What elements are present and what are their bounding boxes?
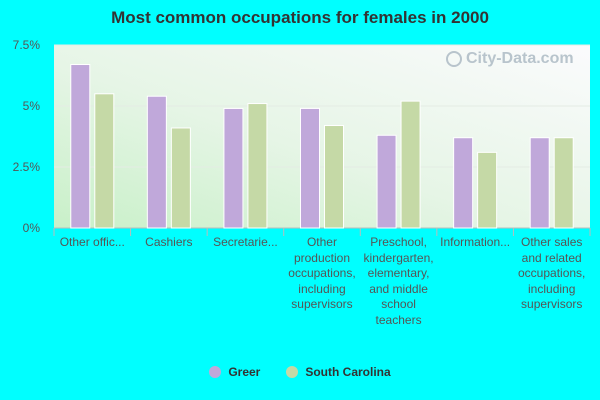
y-tick-label: 5% xyxy=(23,99,41,113)
bar-south-carolina-5 xyxy=(477,151,498,229)
y-tick-label: 2.5% xyxy=(13,160,41,174)
x-tick-label: Other offic... xyxy=(59,235,125,249)
x-tick-label: Other sales and related occupations, inc… xyxy=(518,235,586,311)
bar-greer-4 xyxy=(376,134,397,229)
x-tick-label: Information... xyxy=(440,235,511,249)
bar-south-carolina-6 xyxy=(553,137,574,229)
y-axis: 0% 2.5% 5% 7.5% xyxy=(13,38,41,235)
bar-greer-1 xyxy=(146,95,167,229)
legend-item-greer: Greer xyxy=(209,365,260,379)
legend: Greer South Carolina xyxy=(0,365,600,379)
legend-item-south-carolina: South Carolina xyxy=(286,365,391,379)
bar-greer-3 xyxy=(300,107,320,229)
bar-south-carolina-3 xyxy=(324,125,344,229)
bar-greer-2 xyxy=(223,107,244,229)
y-tick-label: 0% xyxy=(23,221,41,235)
bars xyxy=(70,64,574,229)
bar-south-carolina-1 xyxy=(170,127,191,229)
category-separators xyxy=(53,228,591,236)
watermark: City-Data.com xyxy=(446,50,574,68)
bar-south-carolina-4 xyxy=(400,100,421,229)
x-tick-label: Other production occupations, including … xyxy=(288,235,356,311)
legend-swatch xyxy=(286,366,299,378)
bar-greer-6 xyxy=(529,137,550,229)
legend-label: South Carolina xyxy=(305,365,391,379)
gridlines xyxy=(54,44,590,229)
watermark-text: City-Data.com xyxy=(466,50,574,67)
legend-swatch xyxy=(209,366,222,378)
legend-label: Greer xyxy=(228,365,261,379)
bar-south-carolina-2 xyxy=(247,103,268,229)
x-tick-label: Preschool, kindergarten, elementary, and… xyxy=(363,235,434,327)
x-tick-label: Cashiers xyxy=(145,235,193,249)
search-icon xyxy=(446,51,462,67)
y-tick-label: 7.5% xyxy=(13,38,41,52)
chart-title: Most common occupations for females in 2… xyxy=(111,8,489,27)
x-tick-label: Secretarie... xyxy=(213,235,278,249)
bar-south-carolina-0 xyxy=(94,93,115,229)
bar-greer-0 xyxy=(70,64,91,229)
plot-background xyxy=(54,45,590,228)
bar-greer-5 xyxy=(453,137,474,229)
